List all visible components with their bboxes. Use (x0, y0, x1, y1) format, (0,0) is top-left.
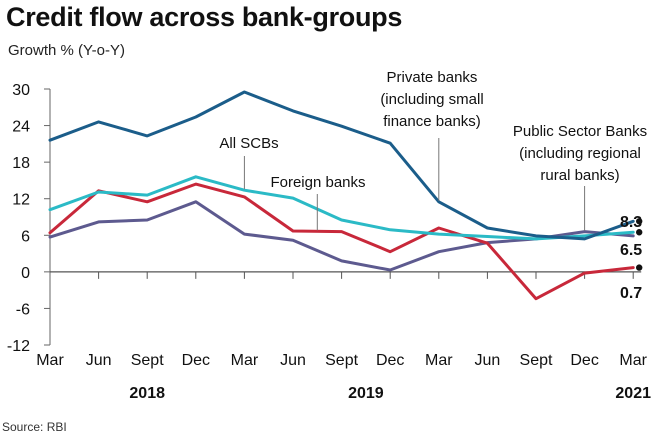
y-tick-label: -6 (16, 301, 30, 318)
x-tick-label: Mar (231, 352, 259, 369)
y-tick-label: 30 (12, 82, 30, 99)
annotation-public-sector-banks: (including regional (519, 145, 641, 162)
annotation-all-scbs: All SCBs (219, 135, 278, 152)
axis-labels: 30 24 18 12 6 0 -6 -12 Mar Jun Sept Dec Mar Jun Sept De… (7, 82, 651, 402)
y-tick-label: 24 (12, 119, 30, 136)
y-tick-label: 12 (12, 192, 30, 209)
x-tick-label: Jun (280, 352, 306, 369)
x-tick-label: Sept (325, 352, 358, 369)
series-lines (48, 90, 635, 301)
x-tick-label: Sept (131, 352, 164, 369)
annotation-private-banks: (including small (380, 91, 483, 108)
annotation-public-sector-banks: Public Sector Banks (513, 123, 647, 140)
x-tick-label: Jun (86, 352, 112, 369)
y-tick-label: 18 (12, 155, 30, 172)
x-tick-label: Dec (376, 352, 404, 369)
axes (44, 88, 642, 346)
y-tick-label: 0 (21, 265, 30, 282)
series-line-private (48, 90, 635, 241)
x-tick-label: Sept (520, 352, 553, 369)
end-value-label: 6.5 (620, 242, 642, 259)
year-label: 2018 (129, 385, 165, 402)
annotations: Private banks (including small finance ban… (219, 69, 647, 302)
end-value-label: 0.7 (620, 285, 642, 302)
annotation-private-banks: finance banks) (383, 113, 481, 130)
chart-title: Credit flow across bank-groups (6, 2, 403, 32)
annotation-foreign-banks: Foreign banks (270, 174, 365, 191)
end-dot (636, 229, 643, 236)
y-tick-label: 6 (21, 228, 30, 245)
source-note: Source: RBI (2, 420, 67, 434)
end-value-label: 8.3 (620, 214, 642, 231)
series-line-foreign (48, 182, 635, 301)
x-tick-label: Mar (619, 352, 647, 369)
y-tick-label: -12 (7, 338, 30, 355)
x-tick-label: Dec (182, 352, 210, 369)
x-tick-label: Dec (570, 352, 598, 369)
x-tick-label: Mar (36, 352, 64, 369)
x-tick-label: Jun (475, 352, 501, 369)
end-dot (636, 264, 643, 271)
x-tick-label: Mar (425, 352, 453, 369)
year-label: 2019 (348, 385, 384, 402)
annotation-private-banks: Private banks (387, 69, 478, 86)
year-label: 2021 (615, 385, 651, 402)
end-dot (636, 218, 643, 225)
series-line-all (48, 175, 635, 241)
annotation-public-sector-banks: rural banks) (540, 167, 619, 184)
y-axis-unit-label: Growth % (Y-o-Y) (8, 42, 125, 59)
